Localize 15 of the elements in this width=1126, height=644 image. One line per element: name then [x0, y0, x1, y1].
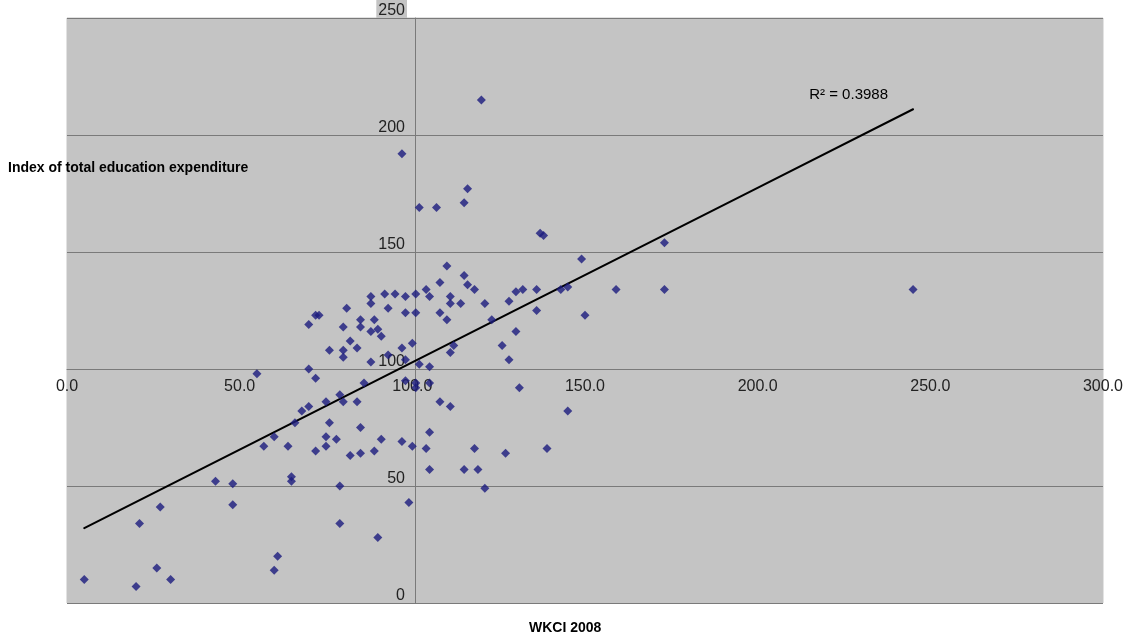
y-tick-label: 0: [396, 585, 406, 603]
y-tick-label: 100: [378, 351, 406, 369]
annotation: R² = 0.3988: [809, 85, 889, 102]
y-axis-title: Index of total education expenditure: [8, 159, 249, 175]
x-tick-label: 250.0: [910, 376, 951, 394]
x-tick-label: 300.0: [1082, 376, 1124, 394]
x-tick-label: 0.0: [55, 376, 79, 394]
y-tick-label: 200: [378, 117, 406, 135]
x-tick-label: 150.0: [564, 376, 606, 394]
y-tick-label: 250: [378, 0, 406, 18]
x-tick-label: 50.0: [224, 376, 256, 394]
y-tick-label: 50: [387, 468, 406, 486]
x-axis-title: WKCI 2008: [529, 619, 602, 635]
x-tick-label: 200.0: [737, 376, 778, 394]
y-tick-label: 150: [378, 234, 406, 252]
